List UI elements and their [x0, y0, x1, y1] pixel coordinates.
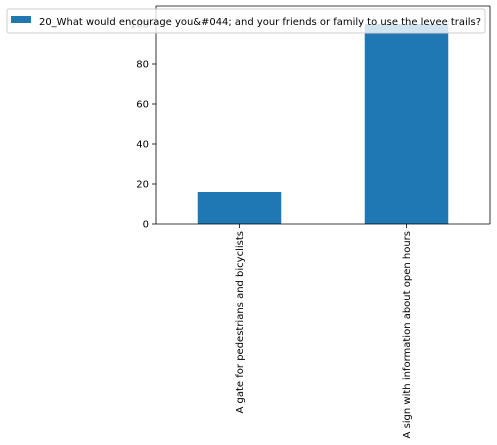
x-tick-label-1: A sign with information about open hours — [402, 231, 413, 438]
x-ticks: A gate for pedestrians and bicyclists A s… — [235, 224, 413, 438]
y-tick-label-0: 0 — [143, 220, 149, 231]
legend-label: 20_What would encourage you&#044; and yo… — [39, 17, 481, 28]
legend: 20_What would encourage you&#044; and yo… — [7, 9, 485, 33]
y-tick-label-2: 40 — [136, 140, 149, 151]
y-tick-label-4: 80 — [136, 60, 149, 71]
y-ticks: 020406080100 — [130, 20, 156, 231]
bar-2 — [365, 24, 449, 224]
y-tick-label-1: 20 — [136, 180, 149, 191]
y-tick-label-3: 60 — [136, 100, 149, 111]
legend-swatch — [11, 16, 31, 23]
x-tick-label-0: A gate for pedestrians and bicyclists — [235, 231, 246, 413]
bars-layer — [198, 24, 449, 224]
bar-1 — [198, 192, 282, 224]
